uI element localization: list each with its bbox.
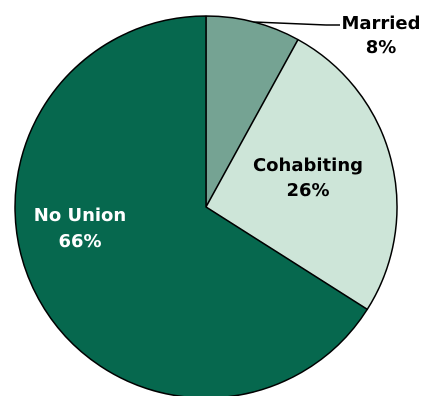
slice-label-married-name: Married [341, 13, 420, 34]
slice-label-cohabiting-name: Cohabiting [253, 155, 363, 176]
slice-label-cohabiting-value: 26% [286, 180, 329, 201]
pie-slice-married [205, 15, 299, 208]
pie-slice-no-union [14, 15, 369, 396]
slice-label-married-value: 8% [366, 37, 397, 58]
married-leader-line [253, 21, 327, 26]
slice-label-no-union-name: No Union [34, 205, 126, 226]
pie-slices [14, 15, 398, 396]
pie-slice-cohabiting [205, 38, 398, 311]
slice-label-no-union-value: 66% [58, 231, 101, 252]
